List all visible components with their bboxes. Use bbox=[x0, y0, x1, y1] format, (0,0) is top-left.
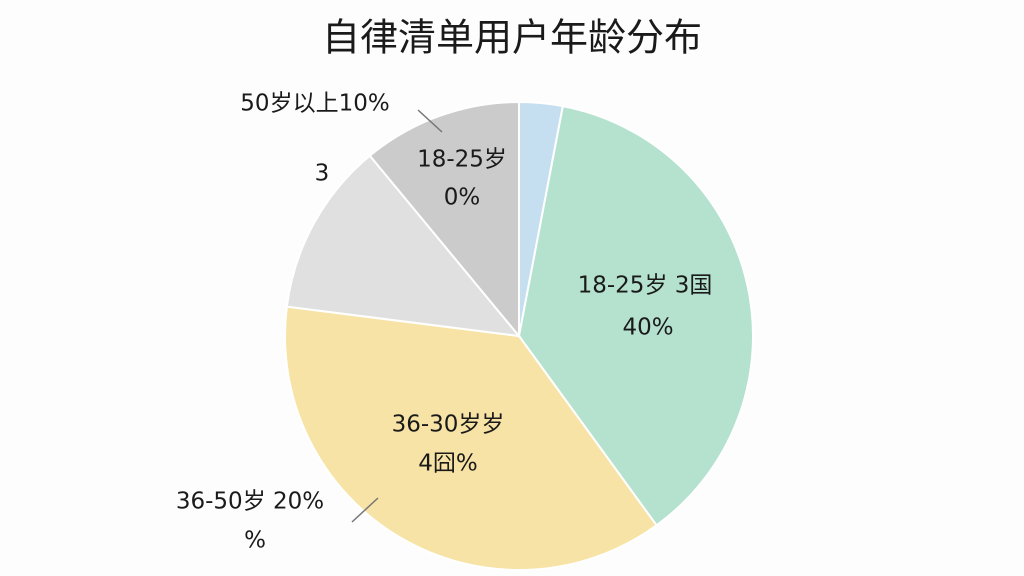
chart-title: 自律清单用户年龄分布 bbox=[322, 16, 702, 60]
annotation: 36-50岁 20% bbox=[176, 489, 324, 515]
leader-line bbox=[417, 109, 443, 133]
annotation: 40% bbox=[622, 315, 673, 341]
annotation: 50岁以上10% bbox=[240, 91, 389, 117]
annotation: % bbox=[244, 528, 266, 554]
pie bbox=[284, 100, 754, 571]
annotation: 3 bbox=[315, 161, 330, 187]
pie-slice bbox=[285, 154, 522, 338]
annotation: 36-30岁岁 bbox=[392, 412, 505, 438]
pie-slice bbox=[517, 104, 754, 527]
annotation: 0% bbox=[444, 185, 481, 211]
leader-line bbox=[351, 497, 379, 523]
pie-slice bbox=[368, 100, 520, 339]
annotation: 18-25岁 3国 bbox=[578, 273, 713, 299]
pie-slice bbox=[284, 305, 658, 571]
annotation: 4囧% bbox=[418, 451, 478, 477]
annotation: 18-25岁 bbox=[417, 147, 507, 173]
